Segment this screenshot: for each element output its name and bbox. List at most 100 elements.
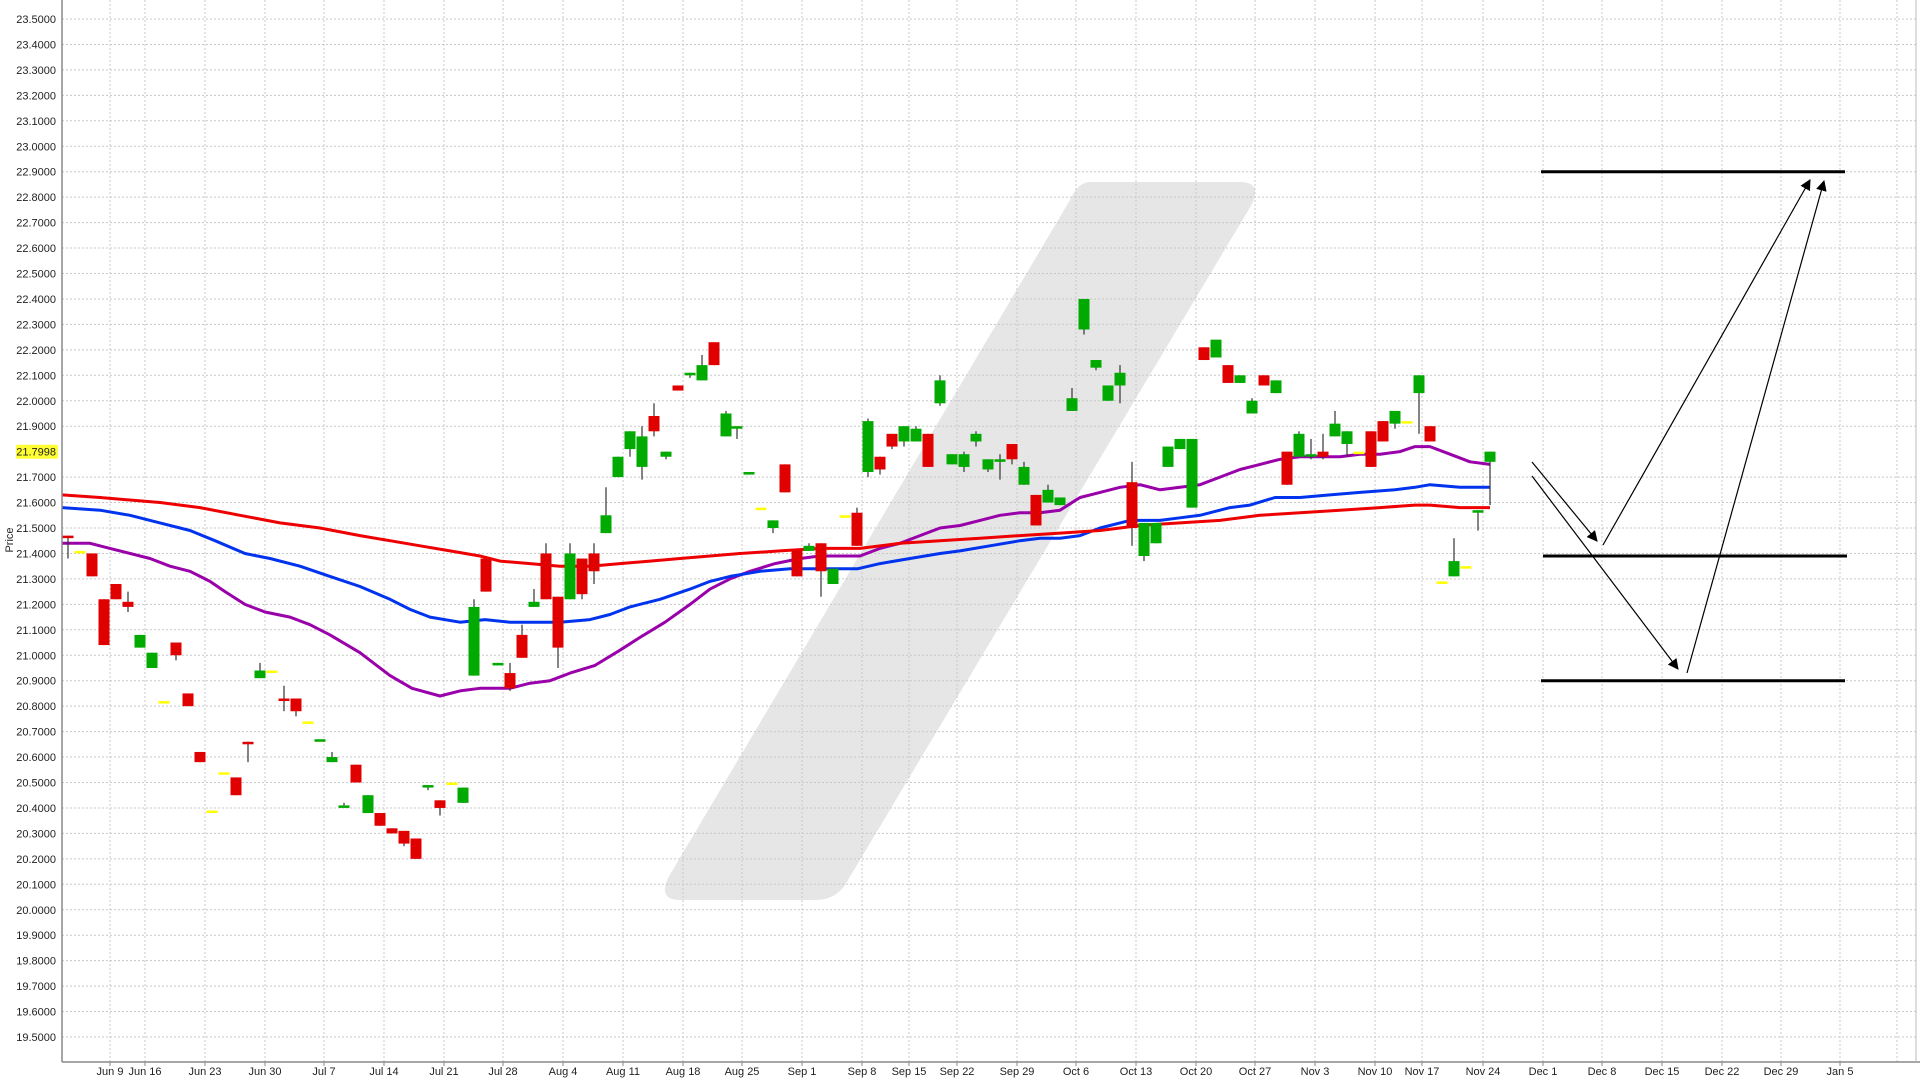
candle	[62, 535, 74, 559]
y-tick-label: 21.9000	[16, 421, 56, 433]
candle	[540, 543, 552, 600]
x-tick-label: Oct 6	[1063, 1066, 1089, 1078]
x-tick-label: Sep 8	[848, 1066, 877, 1078]
candle	[803, 543, 815, 551]
candle	[74, 550, 86, 554]
x-tick-label: Jun 16	[128, 1066, 161, 1078]
candle	[827, 568, 839, 584]
candle	[708, 342, 720, 366]
candle	[564, 543, 576, 600]
candle	[588, 543, 600, 584]
candle	[146, 652, 158, 668]
y-tick-label: 22.0000	[16, 396, 56, 408]
x-tick-label: Sep 22	[940, 1066, 975, 1078]
y-tick-label: 22.9000	[16, 167, 56, 179]
y-tick-label: 19.6000	[16, 1007, 56, 1019]
x-tick-label: Oct 27	[1239, 1066, 1271, 1078]
candle	[898, 426, 910, 447]
x-tick-label: Jun 23	[188, 1066, 221, 1078]
arrow-annotation[interactable]	[1686, 179, 1827, 674]
candle	[1126, 461, 1138, 546]
candle	[1198, 347, 1210, 361]
candle	[122, 591, 134, 612]
candle	[1281, 451, 1293, 485]
candle	[410, 838, 422, 859]
candle	[672, 385, 684, 391]
candle	[326, 751, 338, 763]
candle	[1090, 360, 1102, 371]
candle	[1042, 484, 1054, 503]
x-tick-label: Jul 7	[312, 1066, 335, 1078]
y-tick-label: 23.0000	[16, 141, 56, 153]
candle	[254, 662, 266, 679]
y-tick-label: 20.8000	[16, 701, 56, 713]
candle	[302, 721, 314, 724]
x-tick-label: Dec 15	[1645, 1066, 1680, 1078]
x-tick-label: Jul 21	[429, 1066, 458, 1078]
candle	[1150, 522, 1162, 544]
candle	[1365, 431, 1377, 467]
candle	[1258, 375, 1270, 386]
y-tick-label: 21.0000	[16, 650, 56, 662]
y-tick-label: 22.7000	[16, 218, 56, 230]
x-tick-label: Jun 9	[97, 1066, 124, 1078]
y-tick-label: 20.2000	[16, 854, 56, 866]
ma_fast-line	[62, 445, 1491, 698]
y-tick-label: 21.1000	[16, 625, 56, 637]
candle	[791, 550, 803, 577]
x-tick-label: Dec 29	[1764, 1066, 1799, 1078]
candle	[1054, 497, 1066, 506]
y-tick-label: 22.1000	[16, 370, 56, 382]
candle	[660, 451, 672, 460]
candle	[648, 403, 660, 437]
candle	[134, 634, 146, 648]
candle	[504, 662, 516, 691]
grid-lines	[62, 0, 1916, 1062]
candle	[242, 741, 254, 763]
watermark-logo	[664, 182, 1256, 900]
x-axis: Jun 9 Jun 16 Jun 23 Jun 30 Jul 7 Jul 14 Jul 21…	[97, 1062, 1853, 1078]
arrow-annotation[interactable]	[1531, 475, 1679, 670]
candle	[1401, 421, 1413, 424]
candle	[958, 451, 970, 473]
candle	[422, 785, 434, 791]
candle	[720, 410, 732, 437]
candle	[1424, 426, 1436, 442]
y-tick-label: 22.3000	[16, 319, 56, 331]
candle	[851, 507, 863, 546]
y-tick-label: 21.6000	[16, 498, 56, 510]
candle	[1030, 494, 1042, 526]
y-tick-label: 20.3000	[16, 828, 56, 840]
candle	[552, 596, 564, 668]
candle	[1018, 461, 1030, 485]
y-tick-label: 20.7000	[16, 727, 56, 739]
candle	[600, 487, 612, 534]
candle	[434, 800, 446, 816]
y-tick-label: 20.6000	[16, 752, 56, 764]
candle	[528, 589, 540, 607]
candle	[1246, 398, 1258, 414]
candle	[779, 464, 791, 493]
y-tick-label: 21.7000	[16, 472, 56, 484]
candle	[1078, 298, 1090, 335]
candle	[696, 354, 708, 381]
candle	[994, 454, 1006, 480]
x-tick-label: Jun 30	[248, 1066, 281, 1078]
candle	[1460, 566, 1472, 569]
arrow-annotation[interactable]	[1531, 461, 1598, 542]
x-tick-label: Oct 20	[1180, 1066, 1212, 1078]
y-tick-label: 23.1000	[16, 116, 56, 128]
candle	[1448, 538, 1460, 577]
candle	[934, 375, 946, 406]
candle	[218, 772, 230, 775]
x-tick-label: Nov 24	[1466, 1066, 1501, 1078]
candle	[982, 459, 994, 473]
candle	[1413, 375, 1425, 434]
candle	[1186, 438, 1198, 508]
x-tick-label: Nov 17	[1405, 1066, 1440, 1078]
x-tick-label: Dec 8	[1588, 1066, 1617, 1078]
candle	[946, 454, 958, 465]
arrow-annotation[interactable]	[1602, 179, 1811, 546]
candle	[98, 599, 110, 646]
